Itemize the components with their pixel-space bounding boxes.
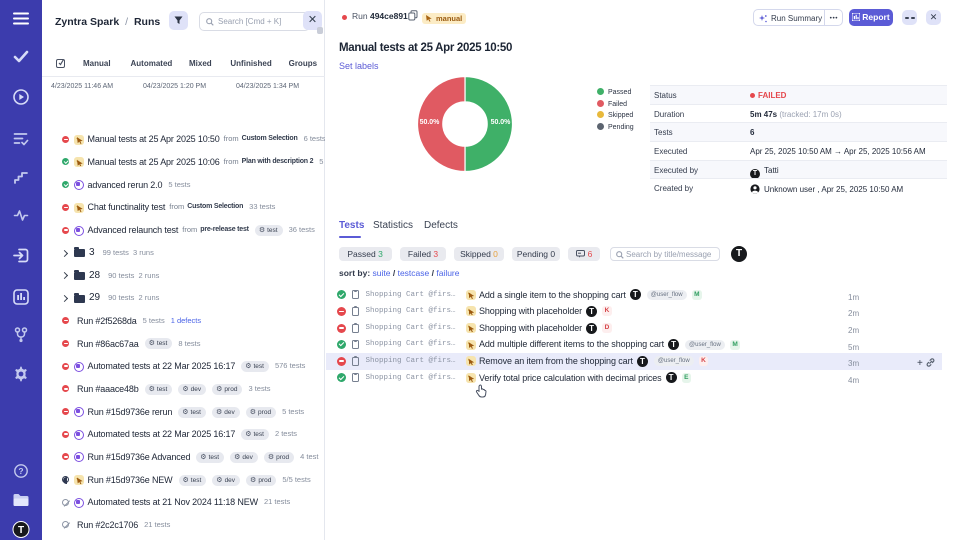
svg-text:50.0%: 50.0% <box>420 119 441 126</box>
svg-text:50.0%: 50.0% <box>491 119 512 126</box>
svg-text:T: T <box>18 525 24 536</box>
svg-text:?: ? <box>18 466 23 476</box>
